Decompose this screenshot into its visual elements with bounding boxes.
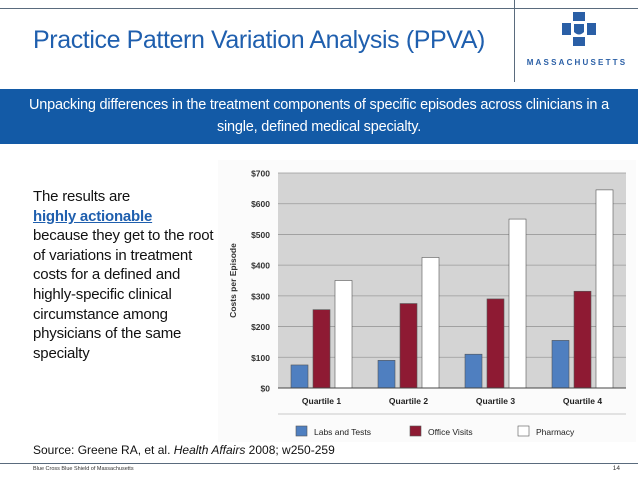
subtitle-banner: Unpacking differences in the treatment c… <box>0 89 638 144</box>
bar-labs-and-tests <box>464 353 483 389</box>
y-tick-label: $300 <box>251 291 270 301</box>
source-citation: Source: Greene RA, et al. Health Affairs… <box>33 443 573 457</box>
cost-chart: $0 $100 $200 $300 $400 $500 $600 $700 Costs per … <box>218 160 636 442</box>
bar-office-visits <box>399 303 418 389</box>
bar-labs-and-tests <box>290 364 309 389</box>
body-highlight: highly actionable <box>33 207 153 225</box>
bar-office-visits <box>486 298 505 389</box>
bar-office-visits <box>573 290 592 389</box>
y-tick-label: $500 <box>251 230 270 240</box>
cost-chart-svg: $0 $100 $200 $300 $400 $500 $600 $700 Costs per … <box>228 169 626 437</box>
logo-divider <box>514 0 515 82</box>
bar-pharmacy <box>595 189 614 389</box>
body-rest: because they get to the root of variatio… <box>33 227 214 362</box>
bcbs-logo: MASSACHUSETTS <box>520 12 634 74</box>
bar-pharmacy <box>334 280 353 389</box>
y-axis-label: Costs per Episode <box>228 243 238 318</box>
legend-swatch <box>517 425 530 437</box>
y-tick-label: $100 <box>251 353 270 363</box>
y-tick-label: $0 <box>261 384 271 394</box>
legend-swatch <box>409 425 422 437</box>
x-category-label: Quartile 1 <box>302 396 341 406</box>
source-suffix: 2008; w250-259 <box>245 443 335 457</box>
bar-office-visits <box>312 309 331 389</box>
logo-text: MASSACHUSETTS <box>526 58 628 67</box>
footer-divider <box>0 463 638 464</box>
legend-label: Office Visits <box>428 427 473 437</box>
slide-title: Practice Pattern Variation Analysis (PPV… <box>33 26 485 54</box>
footer-org: Blue Cross Blue Shield of Massachusetts <box>33 466 134 472</box>
legend-label: Labs and Tests <box>314 427 371 437</box>
blue-cross-shield-icon <box>562 12 596 46</box>
page-number: 14 <box>612 465 620 472</box>
x-category-label: Quartile 3 <box>476 396 515 406</box>
bar-labs-and-tests <box>551 340 570 389</box>
source-prefix: Source: Greene RA, et al. <box>33 443 174 457</box>
x-category-label: Quartile 2 <box>389 396 428 406</box>
y-tick-label: $700 <box>251 169 270 179</box>
x-category-label: Quartile 4 <box>563 396 602 406</box>
top-divider <box>0 8 638 9</box>
y-tick-label: $600 <box>251 199 270 209</box>
bar-labs-and-tests <box>377 360 396 389</box>
source-journal: Health Affairs <box>173 443 246 457</box>
bar-pharmacy <box>508 218 527 389</box>
bar-pharmacy <box>421 257 440 389</box>
legend-swatch <box>295 425 308 437</box>
body-intro: The results are <box>33 188 131 205</box>
body-text: The results are highly actionable becaus… <box>33 187 223 363</box>
legend-label: Pharmacy <box>536 427 575 437</box>
y-tick-label: $400 <box>251 261 270 271</box>
y-tick-label: $200 <box>251 322 270 332</box>
